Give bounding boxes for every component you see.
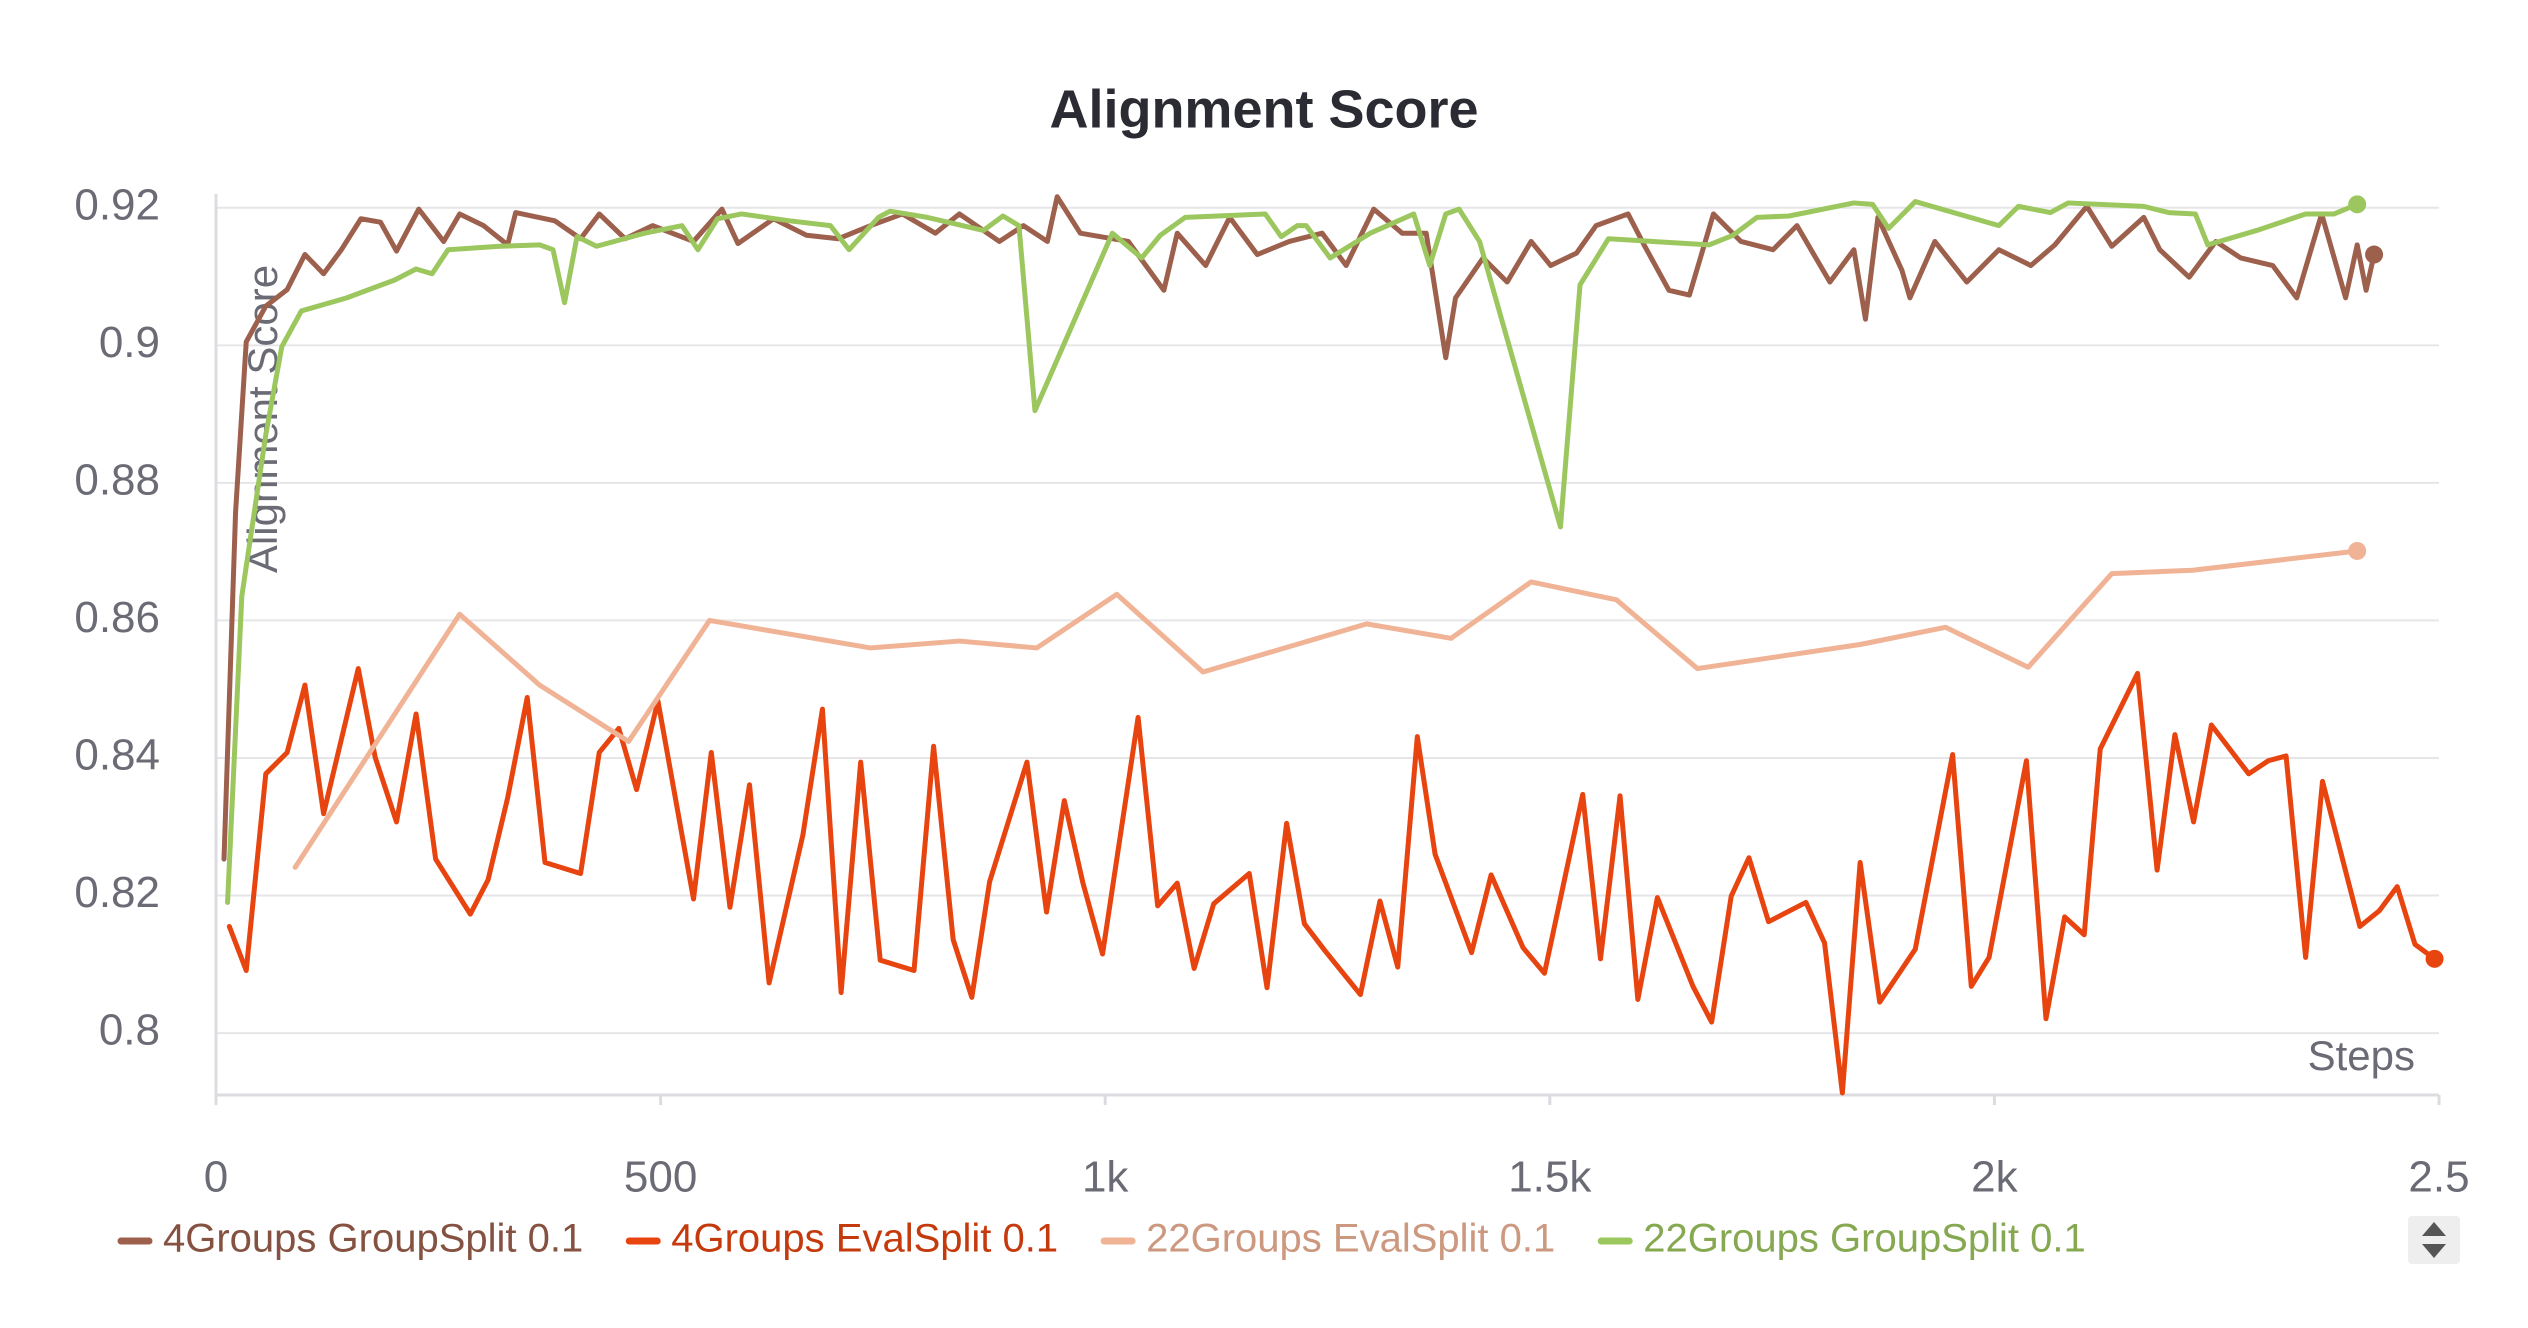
series-end-point (2365, 245, 2384, 264)
series-line (225, 199, 2360, 905)
y-tick-label: 0.82 (74, 868, 160, 917)
series-line (226, 666, 2438, 1096)
legend-label: 22Groups GroupSplit 0.1 (1643, 1217, 2085, 1261)
x-tick-label: 2.5 (2408, 1153, 2469, 1202)
y-tick-label: 0.88 (74, 455, 160, 504)
legend-item: 4Groups EvalSplit 0.1 (625, 1217, 1058, 1261)
scroll-down-icon[interactable] (2422, 1244, 2446, 1258)
series-end-point (2348, 195, 2367, 214)
legend-label: 4Groups GroupSplit 0.1 (163, 1217, 583, 1261)
y-tick-label: 0.8 (99, 1006, 160, 1055)
series-line (292, 548, 2360, 870)
x-tick-label: 1.5k (1508, 1153, 1592, 1202)
series-line (221, 194, 2377, 862)
x-tick-label: 0 (204, 1153, 228, 1202)
y-tick-label: 0.9 (99, 318, 160, 367)
scroll-up-icon[interactable] (2422, 1222, 2446, 1236)
series-end-point (2348, 541, 2367, 560)
x-tick-label: 1k (1082, 1153, 1129, 1202)
x-tick-label: 2k (1971, 1153, 2018, 1202)
x-tick-label: 500 (624, 1153, 697, 1202)
legend-item: 22Groups EvalSplit 0.1 (1100, 1217, 1555, 1261)
legend-item: 22Groups GroupSplit 0.1 (1597, 1217, 2086, 1261)
y-tick-label: 0.84 (74, 731, 160, 780)
x-axis-title: Steps (2308, 1032, 2415, 1079)
series-end-point (2425, 949, 2444, 968)
scroll-button[interactable] (2408, 1216, 2460, 1264)
y-tick-label: 0.92 (74, 180, 160, 229)
legend-item: 4Groups GroupSplit 0.1 (117, 1217, 583, 1261)
legend-label: 4Groups EvalSplit 0.1 (671, 1217, 1058, 1261)
legend-scroll[interactable] (2408, 1216, 2460, 1264)
chart-title: Alignment Score (1049, 79, 1478, 139)
legend-label: 22Groups EvalSplit 0.1 (1146, 1217, 1555, 1261)
y-tick-label: 0.86 (74, 593, 160, 642)
